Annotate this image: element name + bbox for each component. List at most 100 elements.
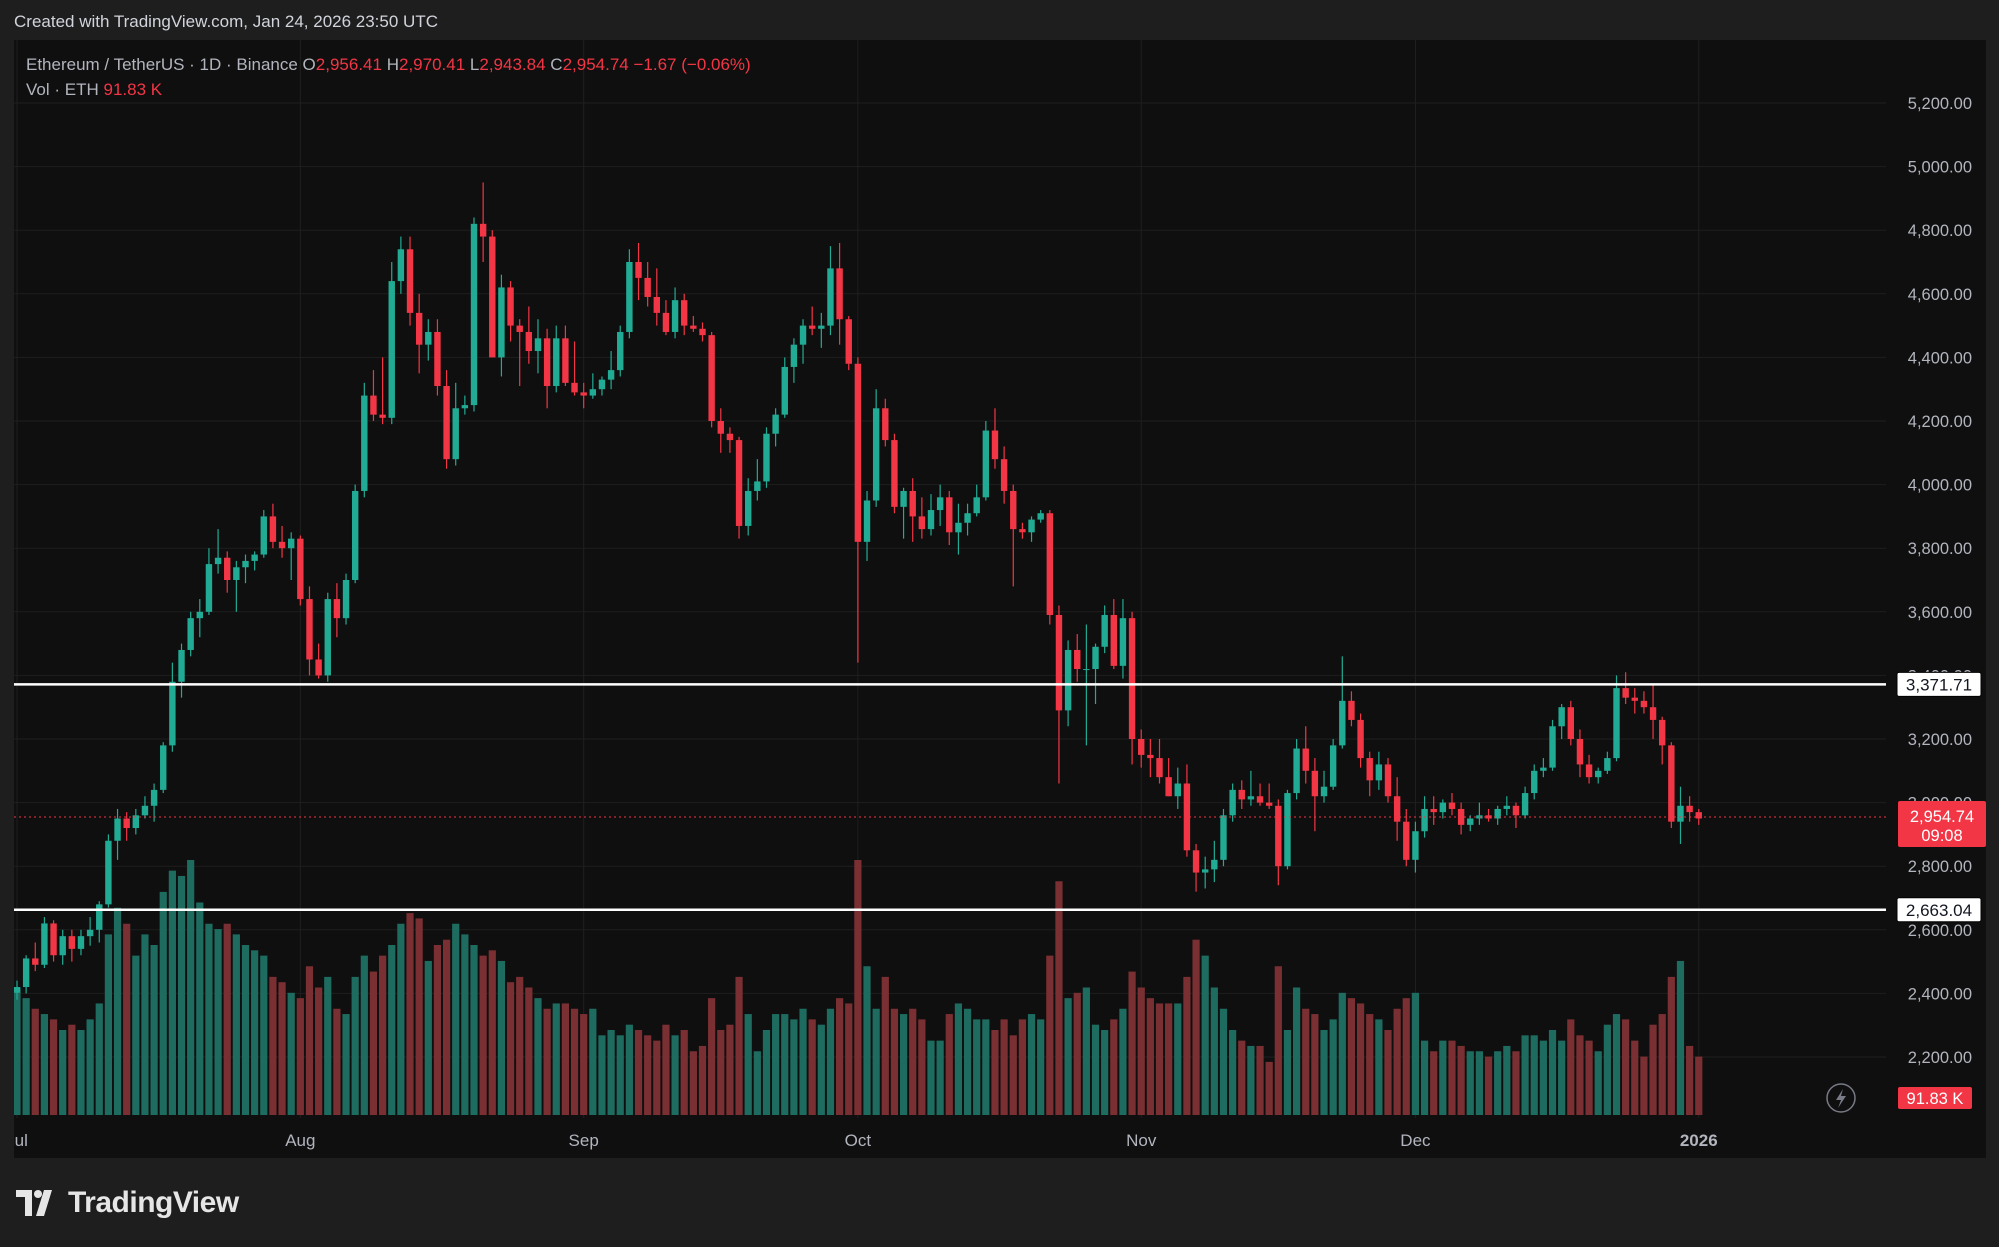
candle <box>863 490 871 561</box>
candle-body <box>845 319 852 364</box>
legend-volume-label[interactable]: Vol · ETH <box>26 80 99 99</box>
candle <box>32 942 39 972</box>
candle-body <box>233 567 240 580</box>
candle <box>470 217 478 412</box>
tradingview-brand[interactable]: TradingView <box>16 1186 239 1220</box>
volume-bar <box>1548 1030 1557 1115</box>
candle <box>964 503 971 536</box>
candle-body <box>1064 649 1072 711</box>
x-axis-tick-label: Sep <box>569 1131 599 1150</box>
candle <box>14 980 21 1000</box>
volume-bar <box>1411 992 1420 1115</box>
volume-bar <box>1676 960 1685 1115</box>
candle <box>1339 656 1346 749</box>
candle-body <box>22 958 30 988</box>
candle <box>781 357 788 418</box>
volume-bar <box>726 1024 734 1115</box>
volume-bar <box>963 1008 972 1115</box>
candlestick-chart[interactable]: 5,200.00 5,000.00 4,800.00 4,600.00 4,400.00… <box>14 40 1986 1158</box>
volume-bar <box>1512 1051 1520 1115</box>
volume-bar <box>342 1014 350 1115</box>
created-with-label: Created with TradingView.com, Jan 24, 20… <box>14 12 438 31</box>
volume-bar <box>1530 1035 1538 1115</box>
candle <box>1165 758 1172 797</box>
candle <box>1476 802 1483 825</box>
candle-body <box>1192 850 1200 873</box>
volume-bar <box>1356 1003 1365 1115</box>
candle-body <box>59 936 66 956</box>
candle-body <box>388 281 395 418</box>
legend-symbol[interactable]: Ethereum / TetherUS · 1D · Binance <box>26 55 298 74</box>
volume-bar <box>1475 1051 1483 1115</box>
candle <box>1320 770 1328 803</box>
candle <box>498 274 505 377</box>
volume-bar <box>187 860 195 1115</box>
volume-bar <box>1210 987 1218 1115</box>
volume-bar <box>772 1014 780 1115</box>
candle-body <box>141 805 149 816</box>
candle-body <box>799 325 807 345</box>
volume-bar <box>826 1008 835 1115</box>
candle-body <box>1503 805 1511 809</box>
candle <box>1010 484 1017 587</box>
candle <box>333 583 341 638</box>
volume-bar <box>1430 1051 1438 1115</box>
candle <box>397 236 405 294</box>
candle-body <box>434 331 441 387</box>
candle <box>1302 726 1309 784</box>
candle <box>717 408 724 453</box>
candle <box>1585 754 1593 784</box>
candle-body <box>589 389 597 396</box>
candle <box>342 573 350 625</box>
candle-body <box>443 386 450 460</box>
legend-high-label: H <box>386 55 399 74</box>
candle-body <box>1531 770 1538 794</box>
candle-body <box>1156 758 1163 778</box>
volume-bar <box>360 955 368 1115</box>
candle-body <box>854 363 862 542</box>
volume-bar <box>1174 1003 1182 1115</box>
candle <box>1668 742 1675 829</box>
volume-bar <box>1484 1056 1493 1115</box>
volume-bar <box>954 1003 963 1115</box>
candle <box>808 306 816 336</box>
candle <box>1256 783 1264 806</box>
lightning-bolt-icon[interactable] <box>1826 1083 1856 1113</box>
volume-bar <box>22 998 30 1115</box>
candle <box>644 262 651 307</box>
candle <box>434 319 441 396</box>
x-axis-tick-label: Nov <box>1126 1131 1157 1150</box>
volume-bar <box>1018 1019 1026 1115</box>
volume-bar <box>1247 1045 1255 1115</box>
candle <box>1540 758 1547 778</box>
candle <box>461 395 469 415</box>
volume-bar <box>415 918 423 1115</box>
volume-bar <box>781 1014 789 1115</box>
candle-body <box>1412 831 1419 860</box>
volume-bar <box>1293 987 1301 1115</box>
candle <box>1412 821 1419 873</box>
level-price-tag: 3,371.71 <box>1896 671 1982 697</box>
legend-open-value: 2,956.41 <box>315 55 382 74</box>
volume-bar <box>1402 998 1410 1115</box>
candle-body <box>1348 700 1355 720</box>
candle-body <box>699 328 706 336</box>
candle-body <box>1128 618 1136 739</box>
volume-bar <box>1201 955 1209 1115</box>
candle <box>1329 739 1337 790</box>
candle-body <box>580 392 587 396</box>
candle <box>845 316 852 371</box>
volume-bar <box>232 934 240 1115</box>
volume-bar <box>625 1024 633 1115</box>
candle <box>909 478 916 542</box>
candle <box>1174 767 1181 809</box>
volume-bar <box>296 998 304 1115</box>
volume-bar <box>1457 1045 1465 1115</box>
volume-bar <box>1640 1056 1648 1115</box>
candle <box>169 662 176 752</box>
candle-body <box>763 433 770 482</box>
legend-open-label: O <box>302 55 316 74</box>
candle-body <box>351 490 359 580</box>
volume-bar <box>561 1003 569 1115</box>
chart-pane[interactable] <box>14 40 1986 1158</box>
